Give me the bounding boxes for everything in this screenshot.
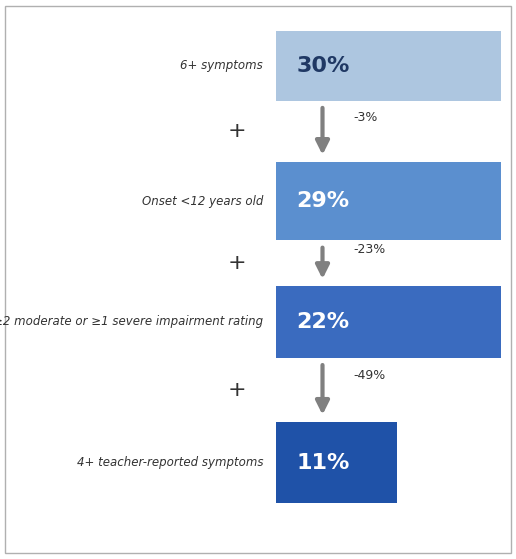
Text: +: + — [228, 121, 247, 141]
Text: 30%: 30% — [297, 56, 350, 75]
Text: +: + — [228, 253, 247, 273]
Text: -3%: -3% — [353, 111, 378, 124]
Text: Onset <12 years old: Onset <12 years old — [142, 195, 263, 208]
Text: -23%: -23% — [353, 243, 386, 256]
Text: 4+ teacher-reported symptoms: 4+ teacher-reported symptoms — [77, 456, 263, 469]
Text: +: + — [228, 380, 247, 400]
Text: 29%: 29% — [297, 191, 350, 211]
Text: 11%: 11% — [297, 453, 350, 472]
Text: ≥2 moderate or ≥1 severe impairment rating: ≥2 moderate or ≥1 severe impairment rati… — [0, 315, 263, 329]
Text: 6+ symptoms: 6+ symptoms — [181, 59, 263, 72]
FancyBboxPatch shape — [276, 286, 501, 358]
FancyBboxPatch shape — [276, 31, 501, 101]
Text: 22%: 22% — [297, 312, 350, 332]
Text: -49%: -49% — [353, 369, 386, 382]
FancyBboxPatch shape — [276, 162, 501, 240]
FancyBboxPatch shape — [276, 422, 397, 503]
